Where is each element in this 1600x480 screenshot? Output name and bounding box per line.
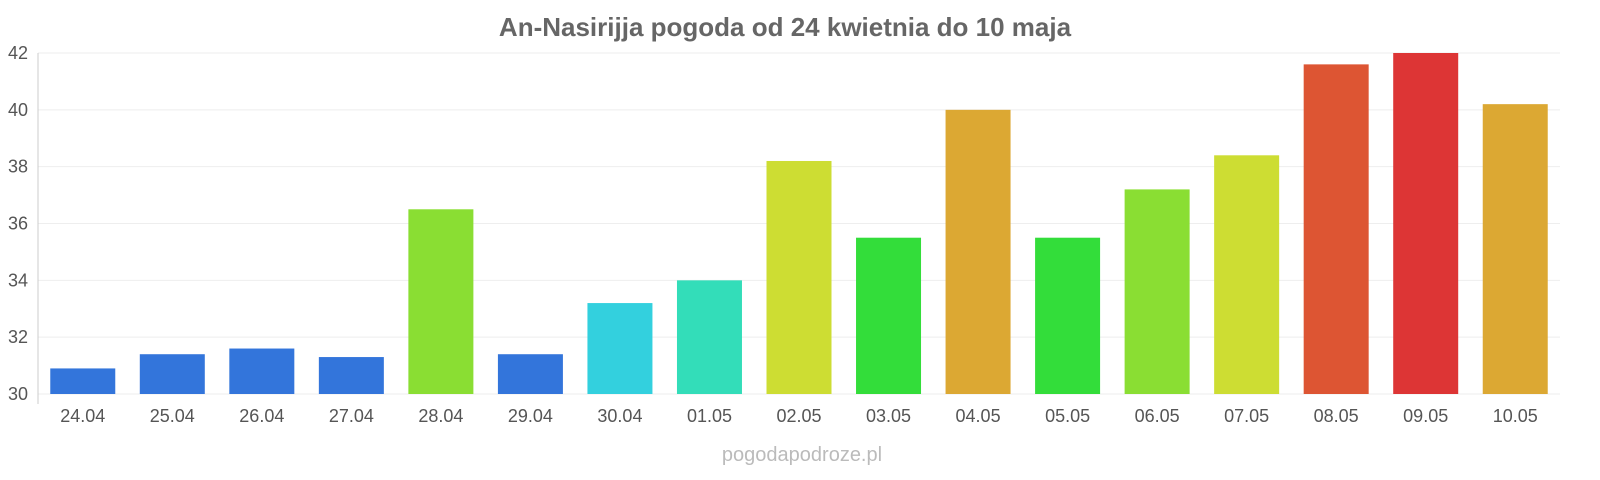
x-tick-label: 25.04 [150,406,195,426]
bar-27.04 [318,357,384,394]
bar-24.04 [50,368,116,394]
bar-09.05 [1393,53,1459,394]
bar-26.04 [229,348,295,394]
bar-30.04 [587,303,653,394]
x-tick-label: 29.04 [508,406,553,426]
bar-07.05 [1214,155,1280,394]
bar-05.05 [1035,237,1101,394]
x-tick-label: 30.04 [597,406,642,426]
x-tick-label: 03.05 [866,406,911,426]
bar-08.05 [1303,64,1369,394]
x-tick-label: 07.05 [1224,406,1269,426]
y-tick-label: 36 [8,214,28,234]
x-tick-label: 10.05 [1493,406,1538,426]
bar-01.05 [676,280,742,394]
bar-29.04 [497,354,563,394]
x-tick-label: 24.04 [60,406,105,426]
x-tick-label: 27.04 [329,406,374,426]
bar-25.04 [139,354,205,394]
bar-28.04 [408,209,474,394]
x-tick-label: 09.05 [1403,406,1448,426]
credit-text: pogodapodroze.pl [722,444,882,466]
y-tick-label: 34 [8,270,28,290]
x-tick-label: 28.04 [418,406,463,426]
y-tick-label: 42 [8,43,28,63]
bar-04.05 [945,109,1011,394]
y-tick-label: 30 [8,384,28,404]
y-tick-label: 40 [8,100,28,120]
chart-title: An-Nasirijja pogoda od 24 kwietnia do 10… [499,12,1072,42]
bar-03.05 [856,237,922,394]
x-tick-label: 08.05 [1314,406,1359,426]
x-tick-label: 02.05 [776,406,821,426]
x-tick-label: 01.05 [687,406,732,426]
y-tick-label: 38 [8,157,28,177]
bar-10.05 [1482,104,1548,395]
x-tick-label: 06.05 [1135,406,1180,426]
x-tick-label: 26.04 [239,406,284,426]
x-tick-label: 05.05 [1045,406,1090,426]
bar-06.05 [1124,189,1190,394]
x-tick-label: 04.05 [956,406,1001,426]
y-tick-label: 32 [8,327,28,347]
bar-02.05 [766,160,832,394]
